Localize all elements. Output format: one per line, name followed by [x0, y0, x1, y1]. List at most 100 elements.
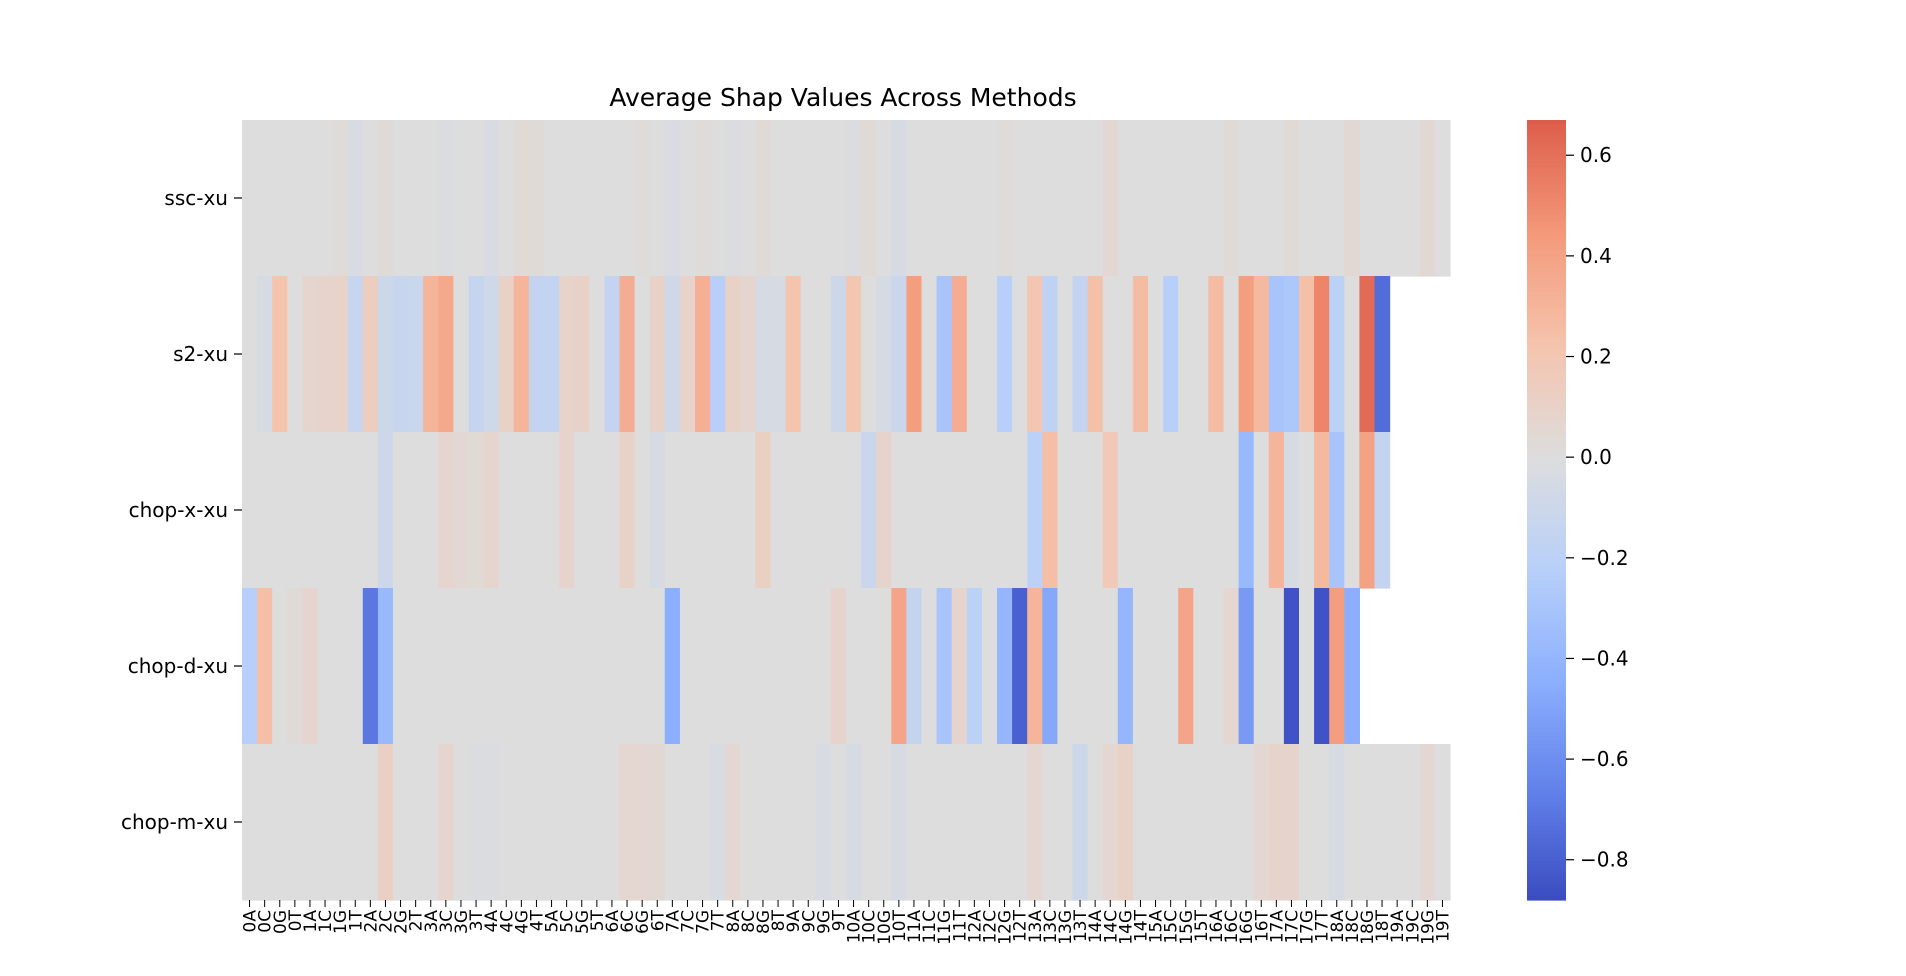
colorbar-segment: [1527, 833, 1566, 839]
colorbar-segment: [1527, 451, 1566, 456]
colorbar-segment: [1527, 478, 1566, 484]
column-label: 0A: [241, 910, 261, 933]
heatmap-cell: [861, 744, 877, 901]
heatmap-cell: [1268, 588, 1285, 745]
heatmap-cell: [483, 120, 500, 277]
heatmap-cell: [257, 276, 273, 433]
colorbar-segment: [1527, 178, 1566, 183]
colorbar-segment: [1527, 279, 1566, 285]
colorbar-segment: [1527, 591, 1566, 597]
heatmap-cell: [1344, 744, 1360, 901]
column-label: 15C: [1162, 910, 1182, 944]
colorbar-segment: [1527, 455, 1566, 460]
heatmap-cell: [1193, 276, 1209, 433]
row-axis: ssc-xu s2-xu chop-x-xu chop-d-xu chop-m-xu: [121, 186, 242, 834]
heatmap-cell: [362, 588, 379, 745]
heatmap-cell: [483, 744, 500, 901]
colorbar-segment: [1527, 568, 1566, 573]
heatmap-cell: [740, 276, 756, 433]
heatmap-cell: [559, 120, 575, 277]
colorbar-segment: [1527, 318, 1566, 324]
heatmap-cell: [785, 120, 802, 277]
heatmap-cell: [740, 744, 756, 901]
heatmap-cell: [891, 120, 907, 277]
colorbar-segment: [1527, 650, 1566, 655]
heatmap-cell: [785, 744, 802, 901]
colorbar-tick-label: 0.2: [1580, 345, 1612, 369]
heatmap-cell: [966, 432, 983, 589]
colorbar-segment: [1527, 533, 1566, 538]
heatmap-cell: [1283, 120, 1300, 277]
heatmap-cell: [1148, 276, 1164, 433]
heatmap-cell: [1117, 276, 1134, 433]
colorbar-segment: [1527, 638, 1566, 644]
column-label: 3T: [467, 909, 487, 931]
colorbar-segment: [1527, 845, 1566, 850]
column-label: 11A: [905, 910, 925, 944]
column-label: 6G: [633, 910, 653, 934]
heatmap-cell: [951, 276, 968, 433]
colorbar-segment: [1527, 127, 1566, 133]
heatmap-cell: [755, 432, 772, 589]
heatmap-cell: [1419, 120, 1436, 277]
colorbar-segment: [1527, 783, 1566, 788]
colorbar-segment: [1527, 502, 1566, 507]
colorbar-segment: [1527, 139, 1566, 144]
colorbar-segment: [1527, 244, 1566, 250]
heatmap-cell: [544, 120, 560, 277]
heatmap-cell: [1223, 276, 1240, 433]
colorbar-segment: [1527, 447, 1566, 453]
heatmap-cell: [1299, 588, 1315, 745]
colorbar-segment: [1527, 151, 1566, 156]
heatmap-cell: [695, 744, 711, 901]
colorbar-segment: [1527, 771, 1566, 776]
column-label: 1T: [346, 909, 366, 931]
heatmap-cell: [649, 588, 666, 745]
heatmap-cell: [393, 276, 409, 433]
heatmap-cell: [755, 276, 772, 433]
colorbar-segment: [1527, 435, 1566, 441]
colorbar-segment: [1527, 143, 1566, 148]
heatmap-cell: [242, 432, 258, 589]
heatmap-cell: [528, 120, 545, 277]
heatmap-cell: [1268, 120, 1285, 277]
heatmap-cell: [861, 120, 877, 277]
heatmap-cell: [800, 276, 817, 433]
colorbar-segment: [1527, 307, 1566, 312]
colorbar-segment: [1527, 790, 1566, 796]
colorbar-segment: [1527, 416, 1566, 421]
heatmap-cell: [1163, 588, 1179, 745]
heatmap-cell: [1027, 588, 1043, 745]
colorbar-segment: [1527, 588, 1566, 593]
heatmap-cell: [649, 744, 666, 901]
heatmap-cell: [1223, 744, 1240, 901]
heatmap-cell: [513, 432, 530, 589]
heatmap-cell: [800, 120, 817, 277]
heatmap-cell: [921, 432, 938, 589]
heatmap-cell: [272, 120, 288, 277]
colorbar-segment: [1527, 482, 1566, 488]
column-label: 2C: [376, 910, 396, 933]
heatmap-cell: [830, 276, 847, 433]
colorbar-segment: [1527, 424, 1566, 429]
column-label: 8C: [739, 910, 759, 933]
colorbar-segment: [1527, 393, 1566, 398]
colorbar-segment: [1527, 428, 1566, 433]
column-label: 19T: [1433, 909, 1453, 942]
colorbar-segment: [1527, 732, 1566, 737]
colorbar-segment: [1527, 147, 1566, 152]
heatmap-cell: [483, 276, 500, 433]
heatmap-cell: [695, 588, 711, 745]
heatmap-cell: [347, 120, 364, 277]
colorbar-segment: [1527, 634, 1566, 640]
heatmap-cell: [1057, 276, 1074, 433]
heatmap-cell: [317, 588, 334, 745]
heatmap-cell: [770, 588, 787, 745]
heatmap-cell: [846, 120, 862, 277]
heatmap-cell: [242, 744, 258, 901]
colorbar-segment: [1527, 260, 1566, 265]
heatmap-cell: [815, 744, 832, 901]
column-label: 2A: [361, 910, 381, 933]
colorbar-segment: [1527, 705, 1566, 710]
heatmap-cell: [1102, 276, 1119, 433]
